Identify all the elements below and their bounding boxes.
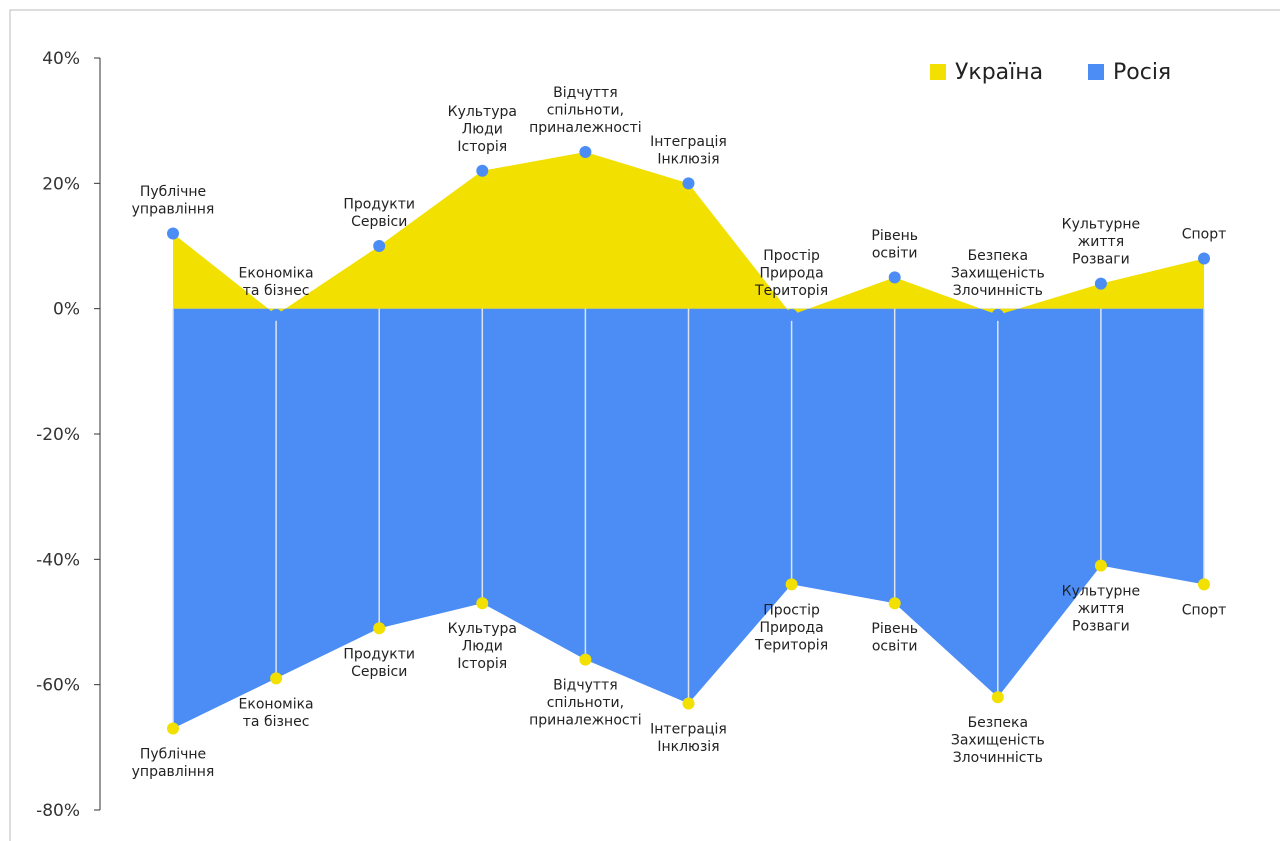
point-label: Простір Природа Територія — [754, 602, 828, 653]
legend-label: Росія — [1113, 60, 1171, 85]
legend-swatch — [1088, 64, 1104, 80]
point — [373, 622, 386, 635]
point-label: Безпека Захищеність Злочинність — [951, 248, 1045, 299]
point-label: Культура Люди Історія — [448, 104, 517, 155]
point-label: Відчуття спільноти, приналежності — [529, 678, 642, 729]
point-label: Інтеграція Інклюзія — [650, 134, 727, 168]
point-label: Рівень освіти — [871, 228, 918, 261]
point-label: Публічне управління — [132, 747, 215, 781]
y-tick-label: -80% — [36, 801, 80, 821]
point-label: Культурне життя Розваги — [1062, 584, 1141, 635]
point — [476, 597, 489, 610]
point — [991, 691, 1004, 704]
point — [785, 578, 798, 591]
point — [888, 597, 901, 610]
frame — [9, 9, 1280, 841]
point — [579, 146, 592, 158]
point-label: Публічне управління — [132, 184, 215, 218]
point — [682, 697, 695, 710]
point-label: Культура Люди Історія — [448, 621, 517, 672]
point-label: Спорт — [1182, 227, 1227, 243]
y-tick-label: 0% — [53, 300, 80, 320]
point — [1094, 277, 1107, 290]
point-label: Інтеграція Інклюзія — [650, 721, 727, 755]
legend-swatch — [930, 64, 946, 80]
point-label: Продукти Сервіси — [343, 646, 415, 680]
point — [1198, 578, 1210, 591]
point — [373, 240, 386, 252]
point-label: Відчуття спільноти, приналежності — [529, 85, 642, 136]
point — [476, 164, 489, 177]
point-label: Рівень освіти — [871, 621, 918, 655]
point-label: Економіка та бізнес — [239, 696, 314, 730]
point — [167, 227, 179, 240]
y-tick-label: 40% — [42, 49, 80, 69]
legend-label: Україна — [955, 60, 1043, 85]
y-tick-label: -60% — [36, 676, 80, 696]
point — [167, 722, 179, 735]
point — [270, 672, 283, 685]
point-label: Простір Природа Територія — [754, 248, 828, 299]
point — [991, 308, 1004, 321]
point-label: Спорт — [1182, 602, 1227, 618]
point — [682, 177, 695, 190]
area — [173, 152, 1204, 315]
point — [579, 653, 592, 666]
point — [1094, 559, 1107, 572]
y-tick-label: -20% — [36, 425, 80, 445]
point — [1198, 252, 1210, 265]
y-tick-label: -40% — [36, 550, 80, 570]
point-label: Економіка та бізнес — [239, 265, 314, 299]
point — [785, 308, 798, 321]
y-tick-label: 20% — [42, 174, 80, 194]
point-label: Безпека Захищеність Злочинність — [951, 715, 1045, 766]
point — [888, 271, 901, 284]
point-label: Культурне життя Розваги — [1062, 217, 1141, 268]
point-label: Продукти Сервіси — [343, 197, 415, 231]
point — [270, 308, 283, 321]
